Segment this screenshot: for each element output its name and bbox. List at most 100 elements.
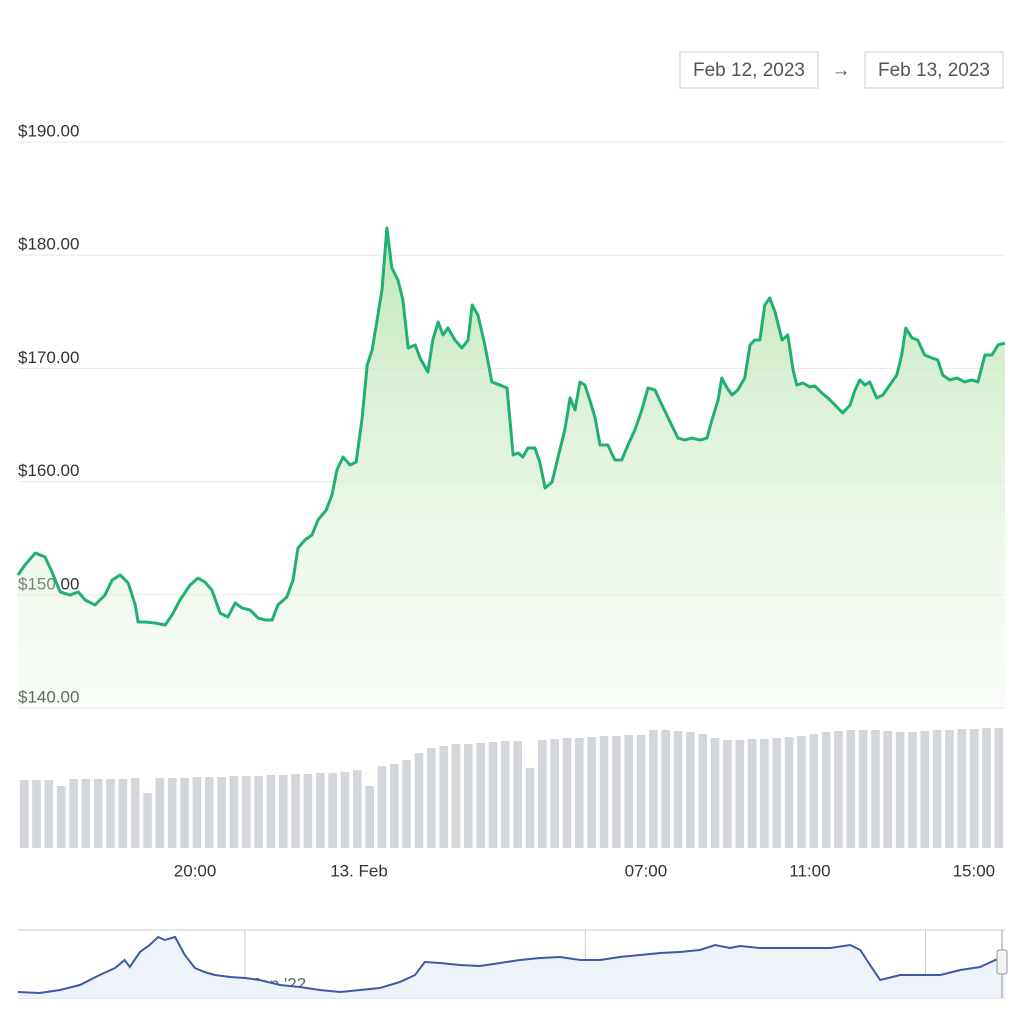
volume-bar [19, 780, 29, 848]
navigator-area [18, 937, 1005, 998]
date-from-box[interactable] [679, 51, 819, 89]
volume-bar [908, 732, 917, 848]
volume-bar [661, 730, 671, 848]
volume-bar [858, 730, 868, 848]
volume-bar [562, 738, 572, 848]
volume-bar [513, 741, 522, 848]
navigator-line [17, 935, 1006, 995]
volume-bar [945, 730, 954, 848]
volume-bar [883, 731, 893, 848]
volume-bar [464, 744, 473, 848]
volume-bar [871, 730, 880, 848]
volume-bar [69, 779, 78, 848]
volume-bar [809, 734, 819, 848]
date-from[interactable]: Feb 12, 2023 [693, 60, 805, 81]
x-tick-label: 11:00 [789, 861, 830, 880]
volume-bar [278, 775, 288, 848]
volume-bar [624, 735, 634, 848]
volume-bar [106, 779, 115, 848]
volume-bar [525, 768, 535, 848]
volume-bar [118, 779, 128, 848]
volume-bar [439, 746, 448, 848]
volume-bar [587, 737, 597, 848]
volume-bar [982, 728, 991, 848]
navigator-handle[interactable] [996, 949, 1008, 975]
volume-bar [994, 728, 1004, 848]
x-tick-label: 13. Feb [330, 861, 388, 880]
y-tick-label: $160.00 [18, 461, 79, 480]
volume-bar [32, 780, 41, 848]
volume-bar [834, 731, 843, 848]
volume-bar [772, 738, 782, 848]
volume-bar [821, 732, 831, 848]
date-to-box[interactable] [864, 51, 1004, 89]
volume-bar [575, 738, 584, 848]
volume-bar [56, 786, 66, 848]
x-tick-label: 07:00 [625, 861, 668, 880]
volume-bar [501, 741, 510, 848]
volume-bar [180, 778, 189, 848]
volume-bar [389, 764, 399, 848]
y-tick-label: $170.00 [18, 348, 79, 367]
volume-bar [599, 736, 609, 848]
y-tick-label: $180.00 [18, 235, 79, 254]
price-line [16, 226, 1006, 627]
volume-bar [303, 774, 313, 848]
volume-bar [932, 730, 942, 848]
volume-bar [291, 774, 300, 848]
volume-bar [957, 729, 967, 848]
volume-bar [328, 773, 337, 848]
volume-bar [414, 753, 424, 848]
volume-bar [365, 786, 374, 848]
volume-bar [538, 740, 547, 848]
volume-bar [241, 776, 251, 848]
volume-bar [710, 738, 720, 848]
volume-bar [686, 732, 695, 848]
volume-bar [192, 777, 202, 848]
volume-bar [217, 777, 226, 848]
volume-bar [426, 748, 436, 848]
volume-bar [340, 772, 350, 848]
x-tick-label: 20:00 [174, 861, 217, 880]
volume-bar [846, 730, 856, 848]
volume-bar [476, 743, 485, 848]
volume-bar [315, 773, 325, 848]
volume-bar [920, 731, 930, 848]
volume-bar [451, 744, 461, 848]
navigator[interactable]: Jan '22Jul '22Jan '23 [17, 929, 1008, 999]
volume-bar [673, 731, 683, 848]
volume-bar [649, 730, 658, 848]
volume-bar [735, 740, 745, 848]
volume-bar [266, 775, 276, 848]
volume-bar [612, 736, 621, 848]
volume-bar [402, 760, 411, 848]
volume-bar [229, 776, 239, 848]
volume-bar [81, 779, 91, 848]
date-separator: → [832, 60, 851, 81]
volume-bar [204, 777, 214, 848]
volume-bar [895, 732, 905, 848]
y-tick-label: $190.00 [18, 121, 79, 140]
volume-bar [636, 735, 646, 848]
volume-bar [747, 739, 757, 848]
volume-bar [130, 778, 140, 848]
date-to[interactable]: Feb 13, 2023 [878, 60, 990, 81]
volume-bar [155, 778, 165, 848]
volume-bar [44, 780, 54, 848]
volume-bar [797, 736, 806, 848]
volume-bar [723, 740, 732, 848]
volume-bar [167, 778, 177, 848]
x-tick-label: 15:00 [953, 861, 996, 880]
volume-bar [784, 737, 794, 848]
price-area [18, 228, 1005, 708]
volume-bar [760, 739, 769, 848]
volume-bar [969, 729, 979, 848]
volume-bar [488, 742, 498, 848]
volume-bar [352, 770, 362, 848]
volume-bar [143, 793, 152, 848]
volume-bar [377, 766, 387, 848]
volume-bar [698, 734, 708, 848]
volume-bar [93, 779, 103, 848]
volume-bar [550, 739, 559, 848]
